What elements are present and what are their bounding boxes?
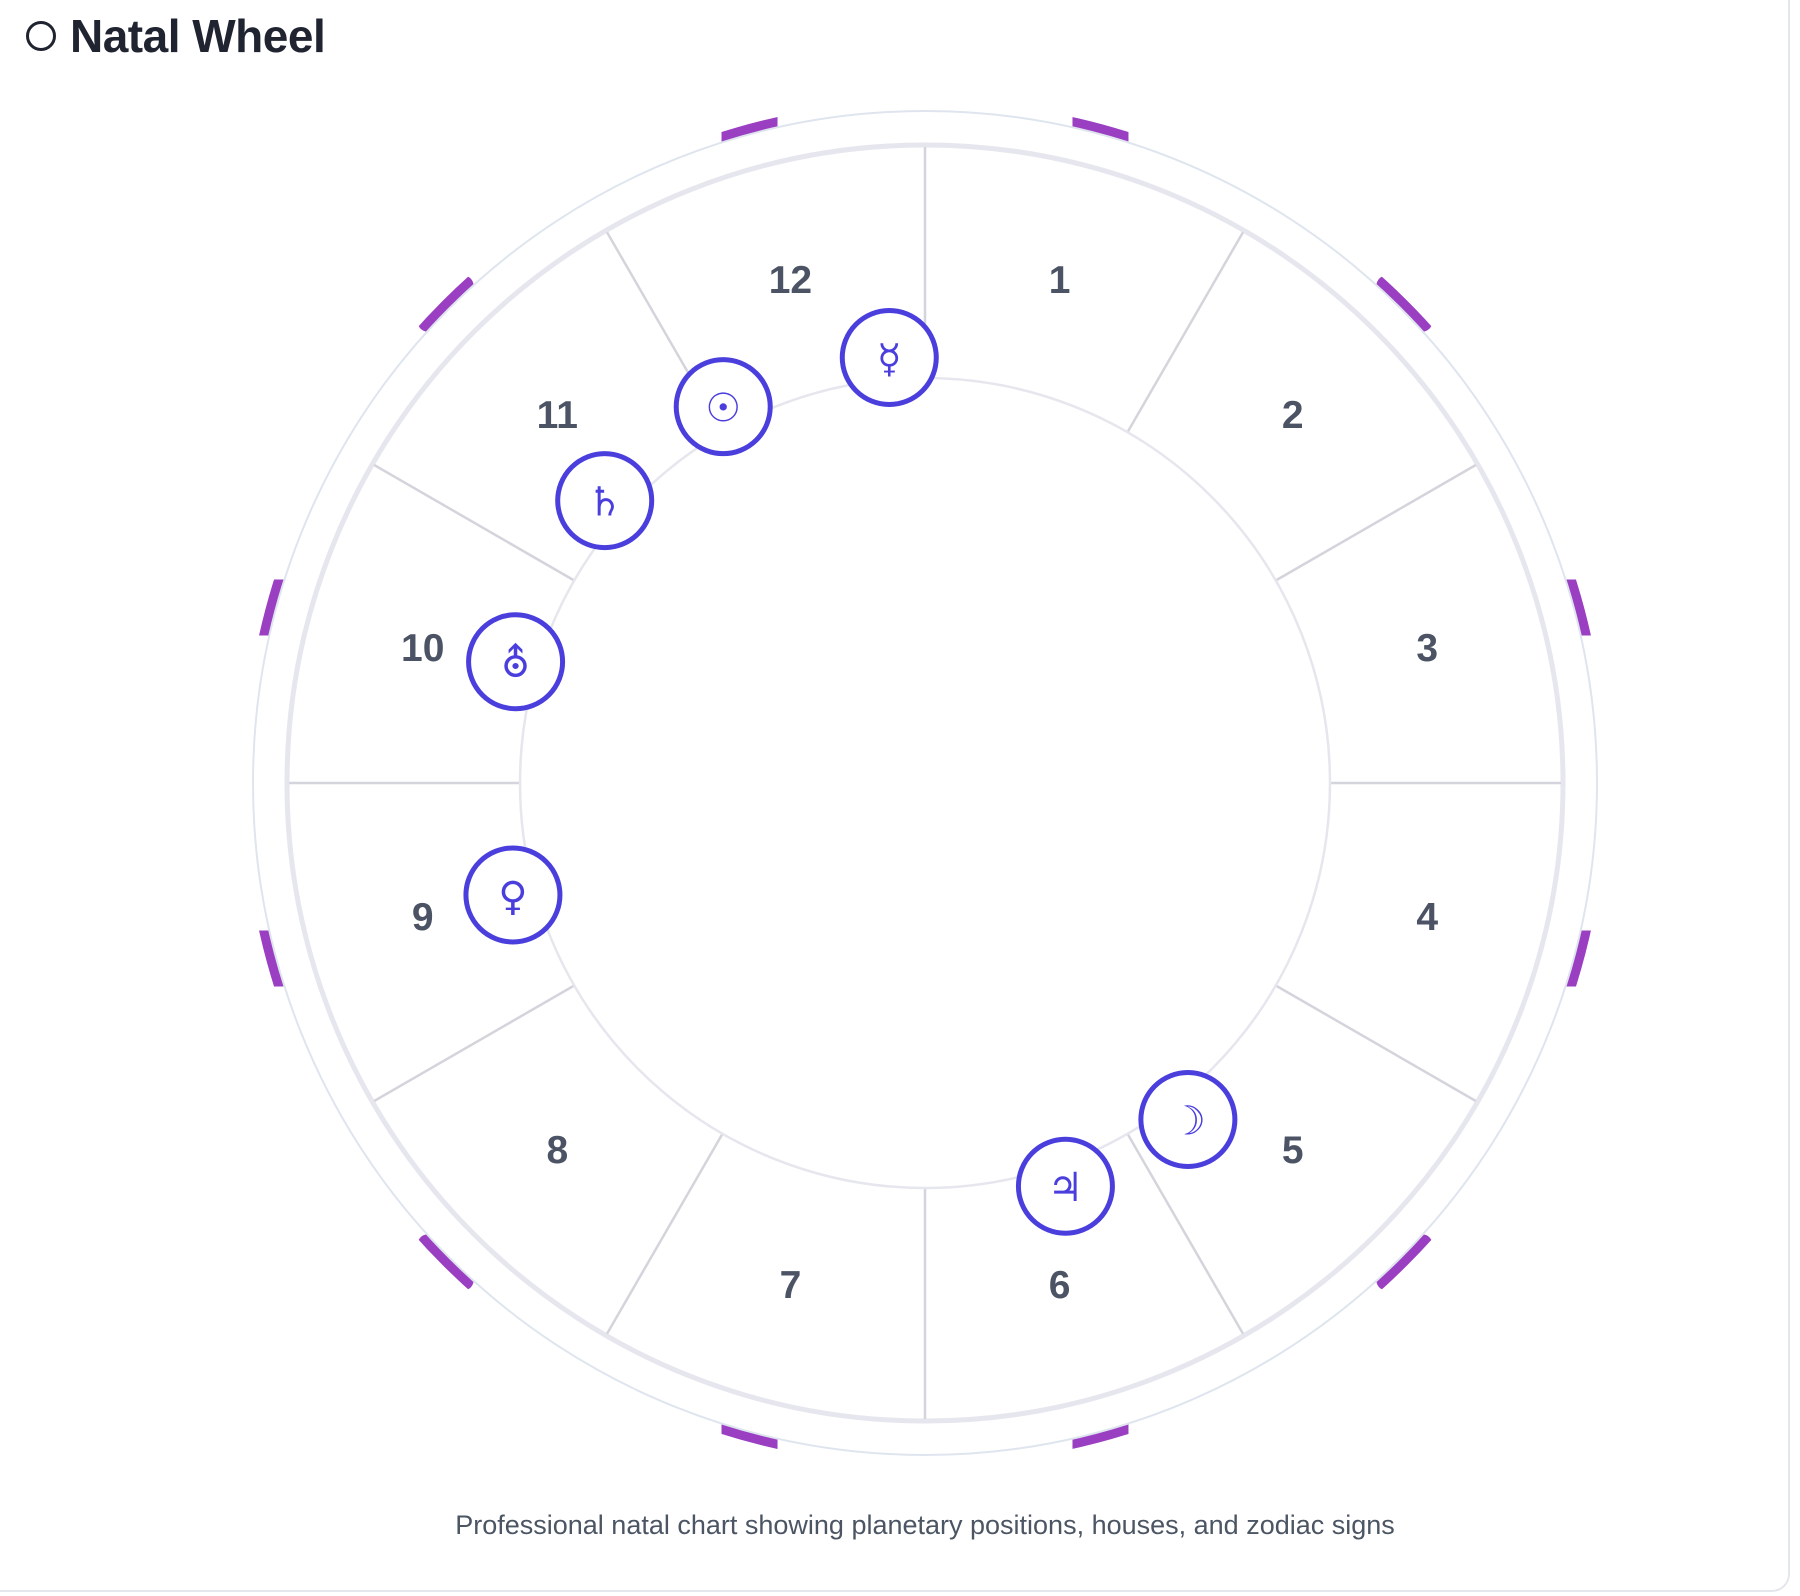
venus-icon[interactable] xyxy=(463,845,563,945)
jupiter-glyph: ♃ xyxy=(1047,1165,1083,1211)
house-label-7: 7 xyxy=(780,1264,802,1307)
sun-icon[interactable] xyxy=(673,357,773,457)
wheel-outer-mask xyxy=(123,0,1727,1480)
house-cusp-line xyxy=(1275,984,1477,1103)
house-cusp-line xyxy=(373,984,575,1103)
house-label-2: 2 xyxy=(1282,394,1304,437)
mercury-icon[interactable] xyxy=(839,307,939,407)
house-label-9: 9 xyxy=(412,896,434,939)
saturn-glyph: ♄ xyxy=(587,480,623,526)
moon-icon[interactable] xyxy=(1138,1069,1238,1169)
house-label-10: 10 xyxy=(401,627,444,670)
house-cusp-line xyxy=(1126,231,1245,433)
house-cusp-line xyxy=(1126,1133,1245,1335)
house-label-4: 4 xyxy=(1416,896,1438,939)
house-cusp-line xyxy=(1275,463,1477,582)
house-label-1: 1 xyxy=(1049,259,1071,302)
house-label-3: 3 xyxy=(1416,627,1438,670)
house-label-11: 11 xyxy=(537,394,578,437)
venus-glyph: ♀ xyxy=(498,874,527,920)
house-cusp-line xyxy=(373,463,575,582)
saturn-icon[interactable] xyxy=(555,451,655,551)
mercury-glyph: ☿ xyxy=(877,336,902,382)
house-label-5: 5 xyxy=(1282,1129,1304,1172)
circle-outline-icon xyxy=(26,21,56,51)
house-label-6: 6 xyxy=(1049,1264,1071,1307)
card-header: Natal Wheel xyxy=(26,8,326,64)
house-cusp-line xyxy=(605,1133,724,1335)
jupiter-icon[interactable] xyxy=(1015,1136,1115,1236)
uranus-icon[interactable] xyxy=(466,612,566,712)
uranus-glyph: ⛢ xyxy=(501,641,530,687)
moon-glyph: ☽ xyxy=(1170,1098,1206,1144)
house-label-12: 12 xyxy=(769,259,812,302)
card-title: Natal Wheel xyxy=(70,10,326,62)
chart-caption: Professional natal chart showing planeta… xyxy=(455,1510,1395,1540)
house-label-8: 8 xyxy=(546,1129,568,1172)
sun-glyph: ☉ xyxy=(705,386,741,432)
